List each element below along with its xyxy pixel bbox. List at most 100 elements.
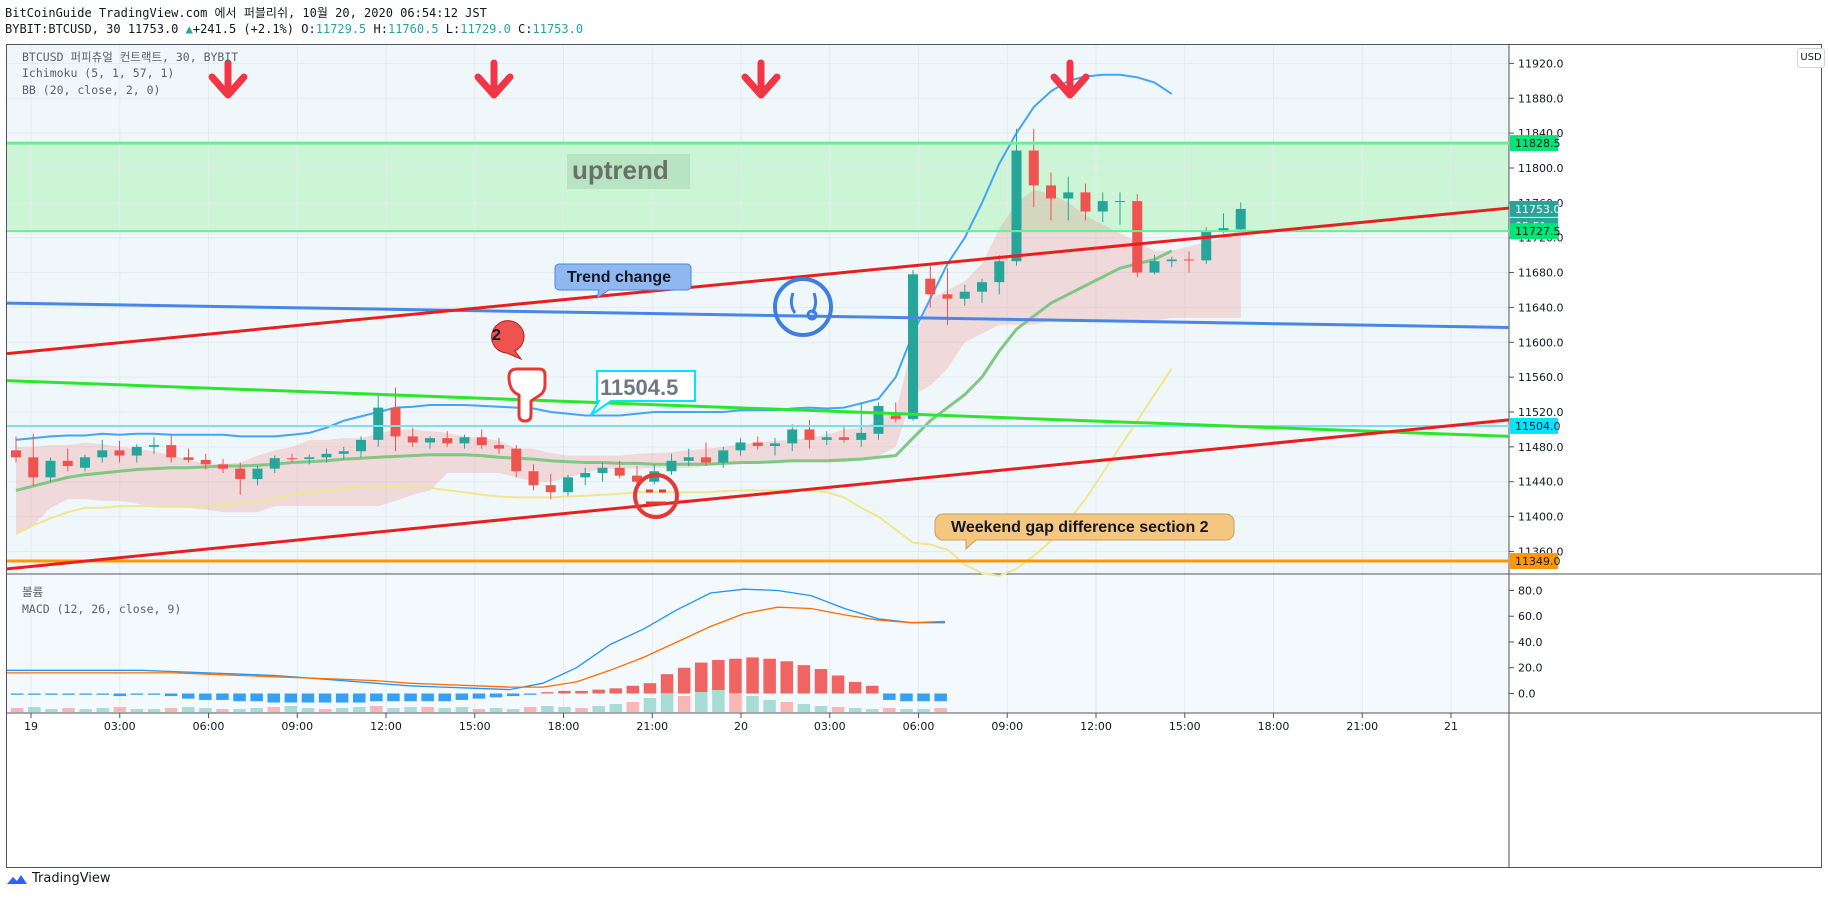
volume-bar — [695, 692, 708, 712]
price-tag: 11828.5 — [1510, 135, 1561, 152]
candle-body — [269, 458, 280, 469]
volume-bar — [182, 707, 195, 712]
macd-histogram-bar — [489, 693, 503, 698]
candle-body — [390, 407, 401, 437]
volume-bar — [147, 709, 161, 712]
macd-histogram-bar — [267, 693, 280, 703]
volume-bar — [45, 709, 58, 712]
volume-bar — [216, 709, 229, 712]
price-tag-text: 11753.0 — [1515, 203, 1561, 216]
currency-button[interactable]: USD — [1797, 48, 1825, 68]
symbol-price: BYBIT:BTCUSD, 30 11753.0 — [5, 22, 179, 36]
neutral-face-icon — [633, 473, 679, 519]
volume-bar — [729, 694, 742, 712]
volume-bar — [643, 698, 657, 712]
axes[interactable]: 11920.011880.011840.011800.011760.011720… — [24, 57, 1564, 733]
macd-histogram-bar — [695, 662, 708, 694]
candle-body — [770, 443, 780, 446]
time-axis-label: 12:00 — [1080, 720, 1112, 733]
volume-bar — [130, 709, 144, 712]
time-axis-label: 09:00 — [281, 720, 313, 733]
macd-line — [7, 588, 945, 691]
macd-histogram-bar — [301, 693, 315, 703]
candle-body — [304, 457, 315, 460]
time-axis-label: 20 — [734, 720, 748, 733]
tradingview-logo[interactable]: TradingView — [6, 871, 111, 886]
macd-histogram-bar — [917, 693, 930, 702]
volume-bar — [438, 708, 451, 712]
macd-histogram-bar — [96, 693, 109, 695]
price-tag-text: 11504.0 — [1515, 420, 1561, 433]
volume-bar — [113, 707, 127, 712]
price-axis-label: 11440.0 — [1518, 476, 1564, 489]
annotations[interactable]: uptrend Trend change 11504.5 Weekend gap di… — [208, 59, 1235, 551]
volume-bar — [404, 707, 417, 712]
face-outline — [633, 473, 679, 519]
legend-ichimoku[interactable]: Ichimoku (5, 1, 57, 1) — [22, 66, 175, 80]
candle-body — [752, 442, 763, 446]
volume-bar — [472, 709, 486, 712]
candle-body — [321, 453, 332, 458]
candle-body — [1184, 259, 1194, 261]
legend-bb[interactable]: BB (20, close, 2, 0) — [22, 83, 161, 97]
lower-red-trend-line[interactable] — [7, 418, 1510, 571]
candle-body — [1166, 259, 1177, 262]
candle-body — [580, 473, 591, 478]
legend-volume[interactable]: 볼륨 — [22, 585, 44, 599]
blue-trend-line[interactable] — [7, 301, 1510, 329]
candle-body — [1201, 230, 1212, 261]
down-arrow-icon — [474, 59, 514, 99]
trend-change-callout[interactable]: Trend change — [554, 263, 692, 300]
macd-histogram-bar — [11, 693, 24, 695]
tradingview-brand: TradingView — [32, 871, 111, 886]
volume-bar — [335, 708, 349, 712]
macd-histogram-bar — [609, 688, 622, 694]
number-badge[interactable]: 2 — [491, 320, 525, 361]
hand-shape — [507, 367, 547, 423]
candle-body — [442, 438, 453, 444]
chart-frame[interactable]: uptrend Trend change 11504.5 Weekend gap di… — [6, 44, 1822, 868]
price-tag: 11727.5 — [1510, 223, 1561, 240]
up-triangle-icon: ▲ — [185, 22, 193, 36]
volume-bar — [370, 706, 383, 712]
weekend-gap-callout[interactable]: Weekend gap difference section 2 — [934, 513, 1235, 551]
weekend-gap-bubble — [934, 513, 1235, 551]
chart-canvas[interactable]: uptrend Trend change 11504.5 Weekend gap di… — [7, 45, 1821, 867]
volume-bar — [353, 707, 366, 712]
candle-body — [804, 429, 815, 440]
upper-red-trend-line[interactable] — [7, 206, 1510, 356]
macd-histogram-bar — [746, 657, 759, 694]
candle-body — [614, 467, 625, 476]
candle-body — [511, 448, 522, 472]
price-axis-label: 11800.0 — [1518, 162, 1564, 175]
bb-upper-line — [15, 73, 1173, 441]
legend-title[interactable]: BTCUSD 퍼피츄얼 컨트랙트, 30, BYBIT — [22, 50, 239, 64]
candle-body — [1011, 150, 1022, 262]
candle-body — [856, 432, 867, 440]
time-axis-label: 03:00 — [104, 720, 136, 733]
candle-body — [459, 437, 470, 444]
time-axis-label: 03:00 — [814, 720, 846, 733]
macd-histogram-bar — [438, 693, 451, 702]
candle-body — [890, 415, 901, 419]
price-callout[interactable]: 11504.5 — [590, 370, 696, 416]
price-axis-label: 11400.0 — [1518, 511, 1564, 524]
uptrend-label[interactable]: uptrend — [567, 154, 690, 189]
macd-histogram-bar — [62, 693, 75, 695]
volume-bar — [797, 704, 811, 712]
macd-histogram-bar — [284, 693, 298, 703]
candle-body — [925, 278, 936, 295]
price-tag-bg — [1510, 417, 1558, 434]
macd-histogram-bar — [934, 693, 947, 702]
green-trend-line[interactable] — [7, 379, 1510, 438]
trend-lines[interactable] — [7, 141, 1510, 571]
legend-macd[interactable]: MACD (12, 26, close, 9) — [22, 602, 182, 616]
volume-bar — [866, 709, 879, 712]
volume-bar — [609, 704, 622, 712]
macd-histogram-bar — [524, 693, 537, 695]
trend-change-bubble — [554, 263, 692, 300]
publish-line: BitCoinGuide TradingView.com 에서 퍼블리쉬, 10… — [5, 6, 487, 20]
candle-body — [425, 438, 435, 443]
candle-body — [787, 429, 798, 444]
candle-body — [356, 439, 366, 452]
